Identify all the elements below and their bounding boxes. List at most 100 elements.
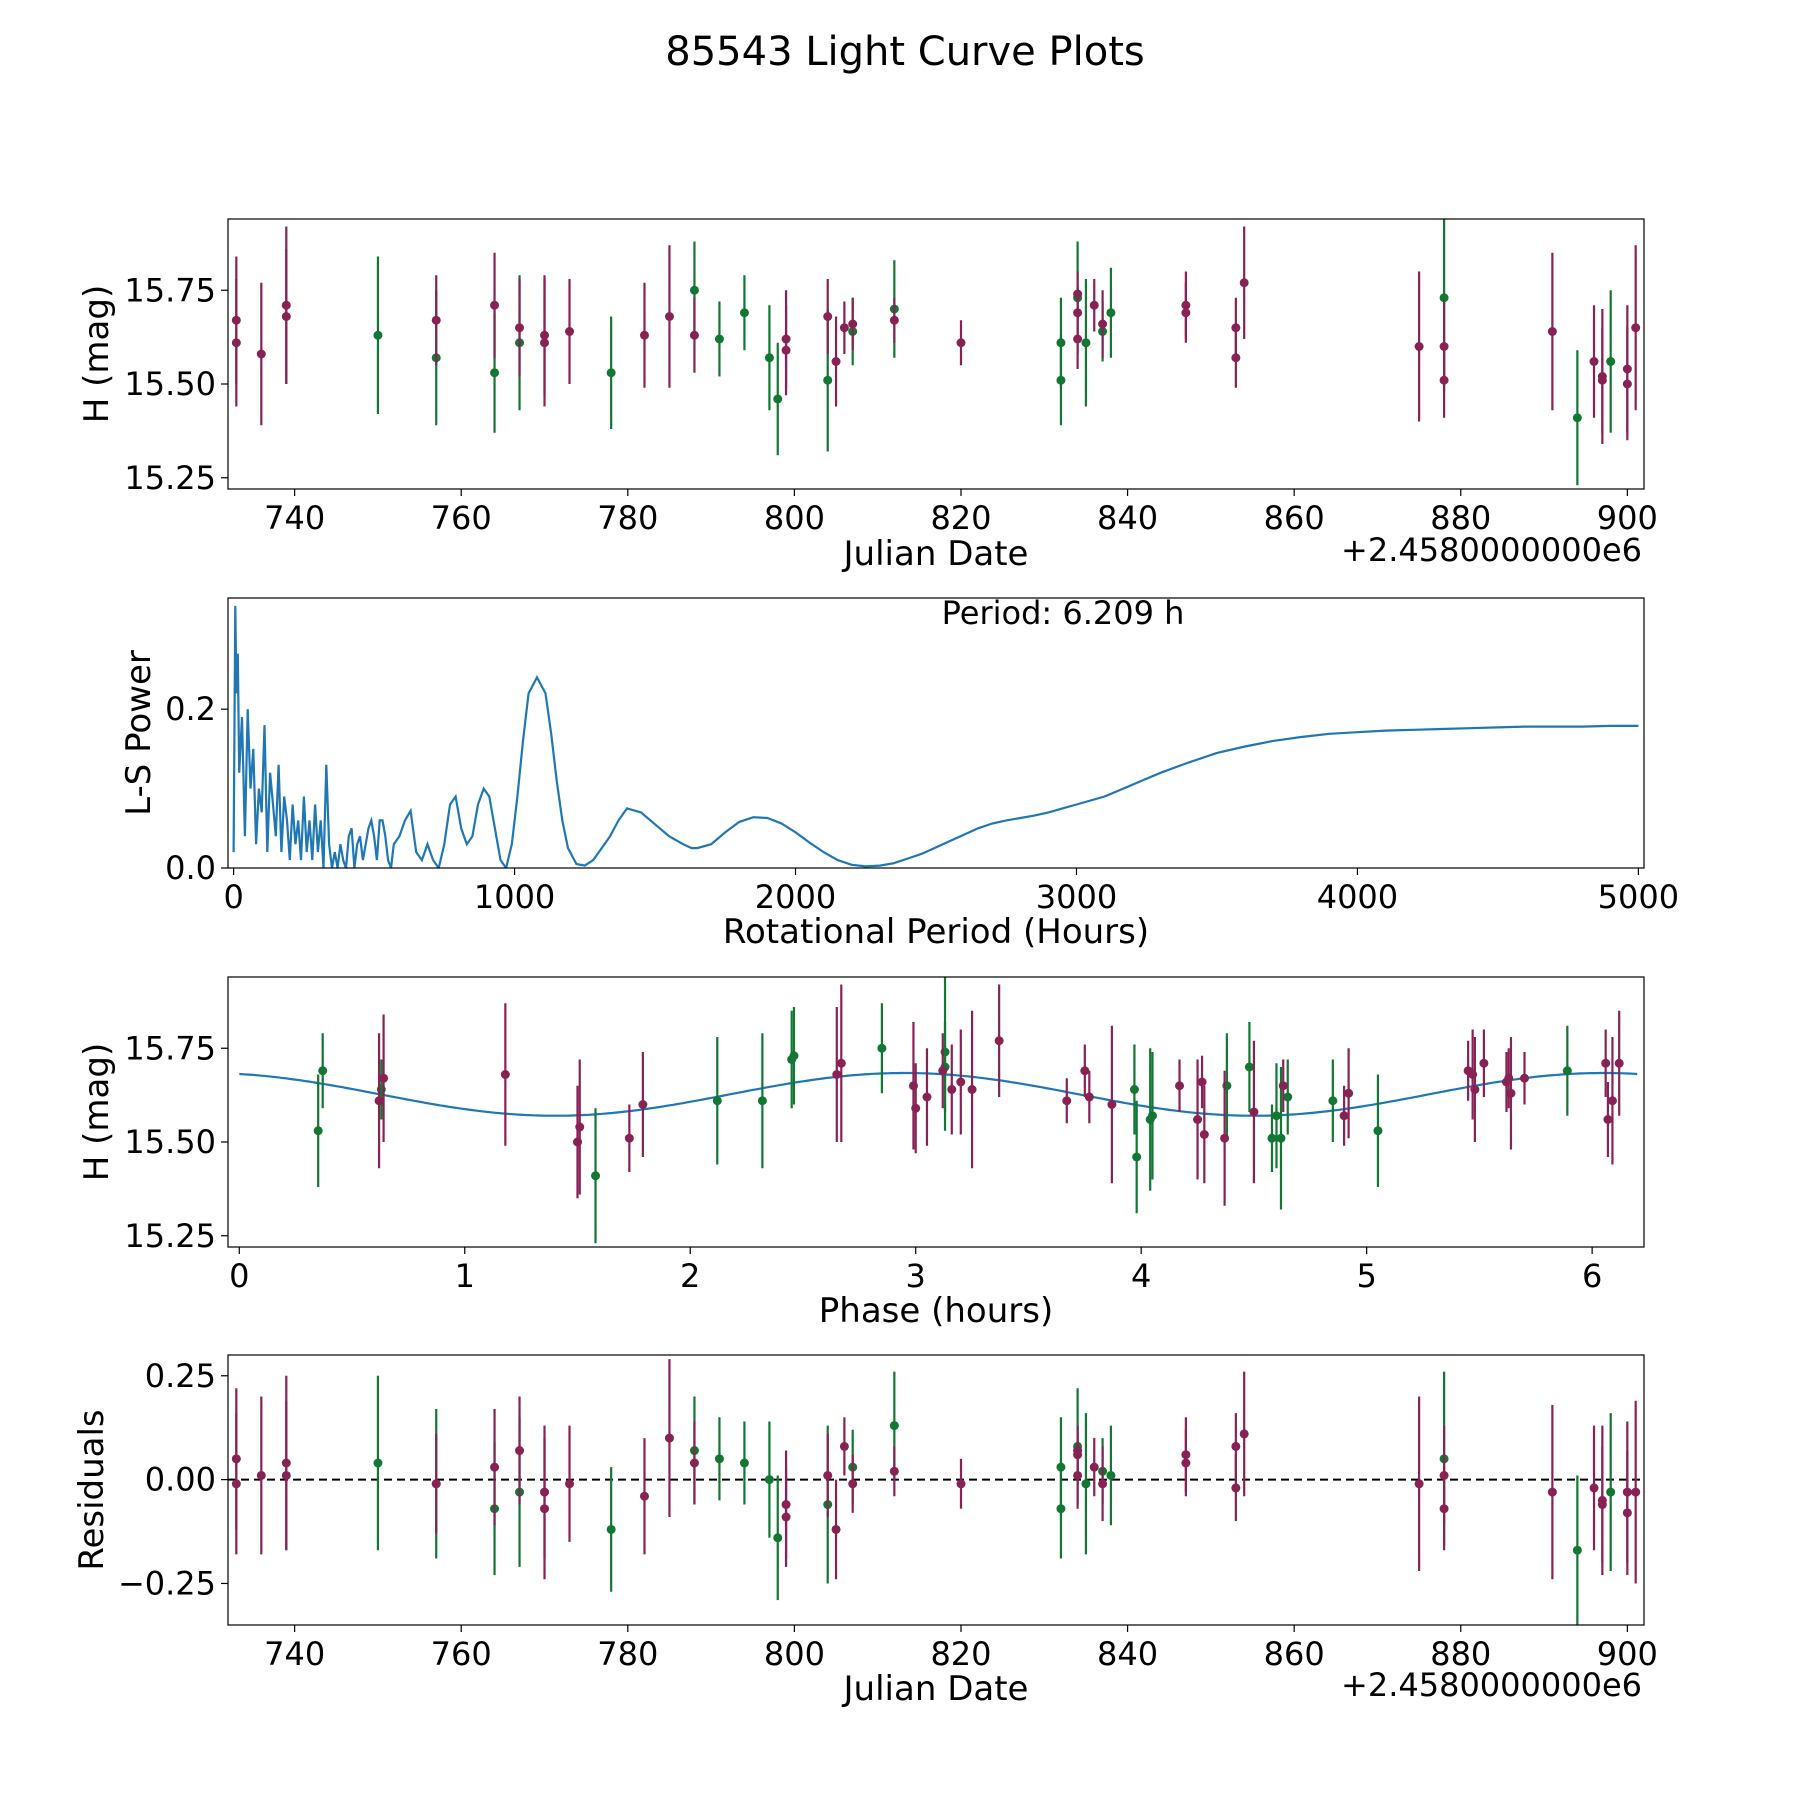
lightcurve-point-r xyxy=(515,323,525,333)
phased-point-r xyxy=(374,1096,384,1106)
lightcurve-point-r xyxy=(1089,300,1099,310)
periodogram-ticks: 0 1000 2000 3000 4000 5000 0.0 0.2 xyxy=(165,690,1679,916)
phased-point-g xyxy=(1328,1096,1338,1106)
phased-point-r xyxy=(575,1122,585,1132)
phased-point-g xyxy=(318,1066,328,1076)
lightcurve-point-g xyxy=(1081,338,1091,348)
phased-point-r xyxy=(1107,1100,1117,1109)
phased-point-r xyxy=(1601,1058,1611,1068)
residuals-panel: 740 760 780 800 820 840 860 880 900 −0.25 0.00 0.25… xyxy=(72,1354,1658,1709)
periodogram-x-tick-label: 4000 xyxy=(1317,878,1398,916)
phased-point-g xyxy=(1271,1111,1281,1121)
phased-point-r xyxy=(938,1066,948,1076)
lightcurve-point-r xyxy=(1239,278,1249,288)
phased-point-g xyxy=(1147,1111,1157,1121)
phased-point-r xyxy=(1062,1096,1072,1106)
periodogram-line xyxy=(232,605,1639,868)
lightcurve-point-r xyxy=(1622,379,1632,389)
phased-point-r xyxy=(1193,1115,1203,1124)
residuals-point-g xyxy=(773,1533,783,1543)
lightcurve-x-tick-label: 760 xyxy=(431,499,492,537)
lightcurve-point-g xyxy=(1439,293,1449,303)
phased-point-g xyxy=(1244,1062,1254,1072)
phased-axes-frame xyxy=(227,976,1645,1248)
phased-marks xyxy=(239,977,1638,1244)
lightcurve-plot-area xyxy=(231,219,1641,486)
lightcurve-x-offset: +2.4580000000e6 xyxy=(1341,531,1642,569)
lightcurve-point-r xyxy=(889,315,899,325)
lightcurve-point-r xyxy=(1098,319,1108,329)
residuals-x-tick-label: 780 xyxy=(597,1635,658,1673)
residuals-x-label: Julian Date xyxy=(842,1669,1029,1709)
residuals-point-g xyxy=(606,1524,616,1534)
periodogram-x-tick-label: 1000 xyxy=(474,878,555,916)
lightcurve-y-tick-label: 15.50 xyxy=(124,365,216,403)
residuals-point-r xyxy=(823,1470,833,1480)
residuals-point-r xyxy=(848,1479,858,1489)
lightcurve-y-tick-label: 15.75 xyxy=(124,271,216,309)
phased-point-g xyxy=(712,1096,722,1106)
lightcurve-point-g xyxy=(764,353,774,363)
residuals-marks xyxy=(228,1359,1644,1625)
lightcurve-point-g xyxy=(490,368,500,378)
residuals-point-r xyxy=(431,1479,441,1489)
phased-point-r xyxy=(1470,1085,1480,1094)
lightcurve-point-r xyxy=(256,349,266,359)
residuals-point-r xyxy=(490,1462,500,1472)
lightcurve-point-r xyxy=(1631,323,1641,333)
lightcurve-point-r xyxy=(431,315,441,325)
lightcurve-point-r xyxy=(1181,308,1191,318)
lightcurve-point-g xyxy=(1606,357,1616,366)
residuals-point-g xyxy=(1106,1470,1116,1480)
periodogram-y-tick-label: 0.2 xyxy=(165,690,216,728)
phased-point-r xyxy=(1199,1130,1209,1139)
residuals-point-r xyxy=(1073,1470,1083,1480)
phased-y-tick-label: 15.25 xyxy=(124,1217,216,1255)
residuals-x-tick-label: 760 xyxy=(431,1635,492,1673)
phased-point-r xyxy=(638,1100,648,1109)
lightcurve-point-r xyxy=(831,357,841,366)
lightcurve-point-r xyxy=(639,330,649,340)
residuals-y-label: Residuals xyxy=(72,1409,112,1570)
residuals-point-r xyxy=(1231,1483,1241,1493)
lightcurve-point-r xyxy=(848,319,858,329)
residuals-point-r xyxy=(1231,1441,1241,1451)
residuals-x-tick-label: 840 xyxy=(1097,1635,1158,1673)
residuals-point-r xyxy=(1089,1462,1099,1472)
residuals-y-tick-label: 0.25 xyxy=(145,1357,216,1395)
phased-point-r xyxy=(967,1085,977,1094)
phased-point-g xyxy=(757,1096,767,1106)
phased-x-tick-label: 5 xyxy=(1356,1257,1376,1295)
lightcurve-point-r xyxy=(1589,357,1599,366)
lightcurve-point-g xyxy=(373,330,383,340)
phased-point-r xyxy=(1607,1096,1617,1106)
residuals-x-tick-label: 860 xyxy=(1264,1635,1325,1673)
residuals-point-r xyxy=(281,1470,291,1480)
lightcurve-point-g xyxy=(1572,413,1582,423)
phased-x-tick-label: 0 xyxy=(229,1257,249,1295)
phased-point-g xyxy=(591,1171,601,1181)
lightcurve-x-tick-label: 900 xyxy=(1597,499,1658,537)
residuals-point-r xyxy=(956,1479,966,1489)
phased-point-g xyxy=(877,1043,887,1053)
phased-ticks: 0 1 2 3 4 5 6 15.25 15.50 15.75 xyxy=(124,1029,1602,1295)
phased-x-tick-label: 6 xyxy=(1582,1257,1602,1295)
figure-title: 85543 Light Curve Plots xyxy=(665,29,1144,75)
residuals-point-r xyxy=(1414,1479,1424,1489)
phased-x-tick-label: 1 xyxy=(455,1257,475,1295)
periodogram-x-tick-label: 3000 xyxy=(1036,878,1117,916)
residuals-point-g xyxy=(764,1475,774,1485)
lightcurve-point-r xyxy=(839,323,849,333)
phased-point-r xyxy=(1278,1081,1288,1091)
residuals-point-g xyxy=(714,1454,724,1464)
residuals-point-g xyxy=(1606,1487,1616,1497)
residuals-point-g xyxy=(1081,1479,1091,1489)
lightcurve-point-r xyxy=(1439,375,1449,385)
lightcurve-marks xyxy=(231,219,1641,486)
lightcurve-x-tick-label: 840 xyxy=(1097,499,1158,537)
residuals-point-r xyxy=(889,1466,899,1476)
phased-point-r xyxy=(624,1133,634,1143)
residuals-point-g xyxy=(739,1458,749,1468)
lightcurve-ticks: 740 760 780 800 820 840 860 880 900 15.25 15.50 15.… xyxy=(124,271,1657,537)
phased-point-r xyxy=(994,1036,1004,1046)
